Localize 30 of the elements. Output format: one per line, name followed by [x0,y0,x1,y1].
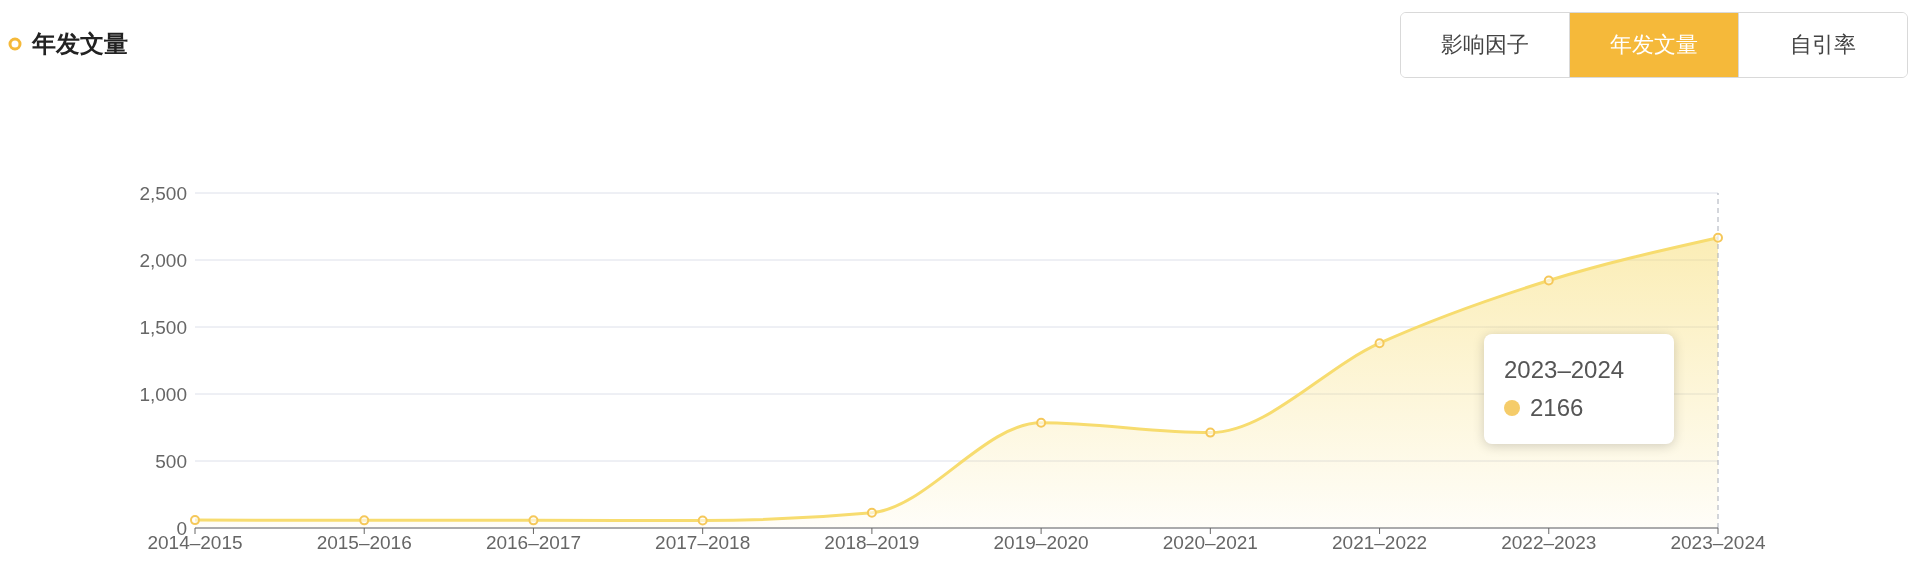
x-tick-label: 2015–2016 [316,532,412,554]
x-tick-label: 2022–2023 [1501,532,1597,554]
point [866,507,877,518]
text: 自引率 [1738,13,1907,77]
y-tick-label: 1,500 [139,316,187,338]
x-tick-label: 2020–2021 [1162,532,1258,554]
point [528,515,539,526]
y-tick-label: 500 [155,450,187,472]
point [1205,427,1216,438]
x-tick-label: 2017–2018 [655,532,751,554]
y-tick-label: 2,500 [139,182,187,204]
y-tick-label: 2,000 [139,249,187,271]
chart-title: 年发文量 [32,29,128,59]
point [1543,275,1554,286]
y-tick-label: 1,000 [139,383,187,405]
x-tick-label: 2021–2022 [1332,532,1428,554]
point [1374,338,1385,349]
point [697,515,708,526]
text: 年发文量 [1569,13,1738,77]
text: 影响因子 [1401,13,1569,77]
point [1036,417,1047,428]
point [1713,232,1723,243]
x-tick-label: 2018–2019 [824,532,920,554]
point [359,515,370,526]
x-tick-label: 2016–2017 [485,532,581,554]
annotation: 2023–2024 [1504,356,1626,384]
x-tick-label: 2019–2020 [993,532,1089,554]
point [190,515,200,526]
x-tick-label: 2023–2024 [1670,532,1766,554]
annotation: 2166 [1530,394,1584,422]
